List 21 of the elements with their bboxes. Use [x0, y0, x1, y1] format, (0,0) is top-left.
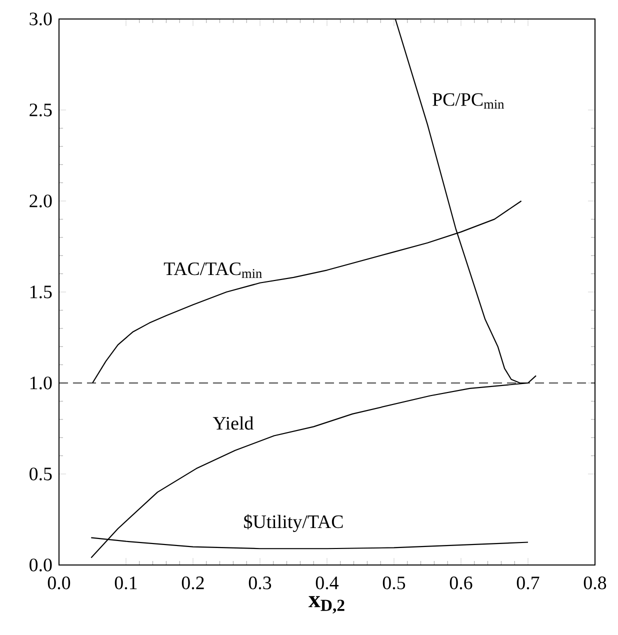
x-tick-label: 0.8	[584, 576, 606, 590]
x-tick-label: 0.1	[114, 576, 137, 590]
x-tick-label: 0.6	[450, 576, 472, 590]
series-label: TAC/TAC$_{min}$	[164, 262, 262, 278]
y-tick-label: 0.0	[30, 558, 52, 572]
y-tick-label: 1.5	[30, 286, 52, 298]
x-tick-label: 0.2	[182, 576, 204, 590]
series-label: PC/PC$_{min}$	[432, 93, 504, 109]
x-tick-label: 0.7	[516, 576, 540, 590]
y-tick-label: 2.0	[30, 194, 52, 208]
series-label: Yield	[212, 416, 254, 430]
y-tick-label: 2.5	[30, 104, 52, 116]
x-axis-title: x$_{D,2}$	[308, 596, 344, 614]
series-label: $Utility/TAC	[244, 514, 343, 532]
x-tick-label: 0.0	[48, 576, 70, 590]
x-tick-label: 0.5	[382, 576, 406, 590]
y-tick-label: 3.0	[30, 12, 52, 26]
y-tick-label: 0.5	[30, 468, 52, 480]
y-tick-label: 1.0	[30, 376, 52, 390]
x-tick-label: 0.4	[316, 576, 339, 590]
x-tick-label: 0.3	[248, 576, 272, 590]
